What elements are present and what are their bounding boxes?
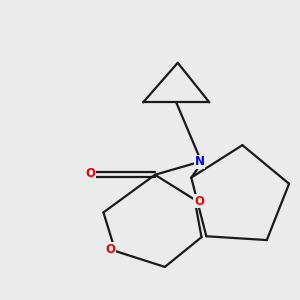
- Text: O: O: [194, 194, 204, 208]
- Text: N: N: [194, 155, 205, 168]
- Text: O: O: [106, 243, 116, 256]
- Text: O: O: [85, 167, 95, 180]
